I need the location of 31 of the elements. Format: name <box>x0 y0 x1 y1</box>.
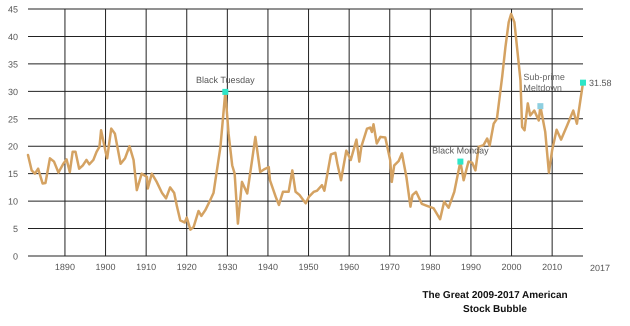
y-tick-label: 20 <box>8 142 18 152</box>
x-tick-label: 1900 <box>96 262 116 272</box>
point <box>222 88 228 95</box>
point <box>537 103 544 110</box>
annotation: 31.58 <box>589 78 612 88</box>
x-tick-label: 2000 <box>502 262 522 272</box>
y-tick-label: 35 <box>8 59 18 70</box>
x-tick-label: 1930 <box>217 262 238 272</box>
point <box>580 80 586 86</box>
y-tick-label: 0 <box>12 252 18 262</box>
text: The Great 2009-2017 American Stock Bubble <box>422 290 568 315</box>
x-tick-label: 1970 <box>380 262 400 272</box>
y-tick-label: 25 <box>8 114 18 124</box>
y-tick-label: 15 <box>8 169 18 180</box>
y-tick-label: 45 <box>8 4 18 14</box>
x-tick-label: 1920 <box>176 262 197 272</box>
text: 2017 <box>590 263 610 273</box>
x-tick-label: 1890 <box>54 262 75 272</box>
y-tick-label: 10 <box>8 196 18 207</box>
point <box>457 158 464 165</box>
x-tick-label: 1950 <box>298 262 319 272</box>
x-tick-label: 1910 <box>136 262 156 272</box>
y-tick-label: 40 <box>8 32 18 42</box>
x-tick-label: 1940 <box>258 262 278 272</box>
x-tick-label: 2010 <box>542 262 562 272</box>
x-tick-label: 1990 <box>460 262 481 272</box>
x-tick-label: 1960 <box>339 262 360 272</box>
y-tick-label: 30 <box>8 86 18 97</box>
line-series <box>26 12 584 231</box>
x-tick-label: 1980 <box>420 262 440 272</box>
y-tick-label: 5 <box>12 224 18 234</box>
